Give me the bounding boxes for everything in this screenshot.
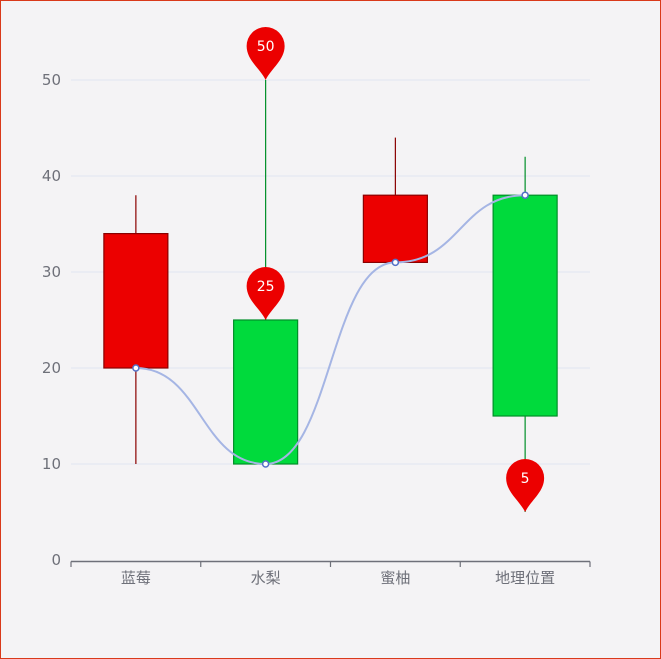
x-tick-label: 蜜柚 [380,569,410,587]
x-tick-label: 水梨 [251,569,281,587]
trend-line [132,191,529,468]
y-tick-label: 50 [42,71,61,89]
line-point[interactable] [132,364,140,372]
mark-point-pin[interactable] [246,27,285,80]
candle-body [233,319,299,465]
y-tick-label: 10 [42,455,61,473]
y-tick-label: 40 [42,167,61,185]
candlesticks [103,80,558,512]
smooth-line [135,194,526,466]
y-tick-label: 0 [51,551,61,569]
line-point[interactable] [261,460,270,468]
y-tick-label: 20 [42,359,61,377]
x-tick-label: 蓝莓 [121,569,151,587]
candle-body [492,194,558,417]
mark-point-pin[interactable] [246,267,285,320]
mark-point-label: 5 [521,471,530,487]
candle-body [362,194,428,263]
axes: 0 10 20 30 40 50 蓝莓 水梨 蜜柚 地理位置 [42,71,591,587]
line-point[interactable] [521,191,529,199]
mark-point-label: 25 [257,279,275,295]
line-point[interactable] [391,258,400,267]
candle-body [103,233,169,369]
y-tick-label: 30 [42,263,61,281]
mark-point-label: 50 [257,39,275,55]
mark-point-pin[interactable] [506,459,545,512]
mark-points: 50 25 5 [246,27,545,512]
x-tick-label: 地理位置 [495,569,555,587]
